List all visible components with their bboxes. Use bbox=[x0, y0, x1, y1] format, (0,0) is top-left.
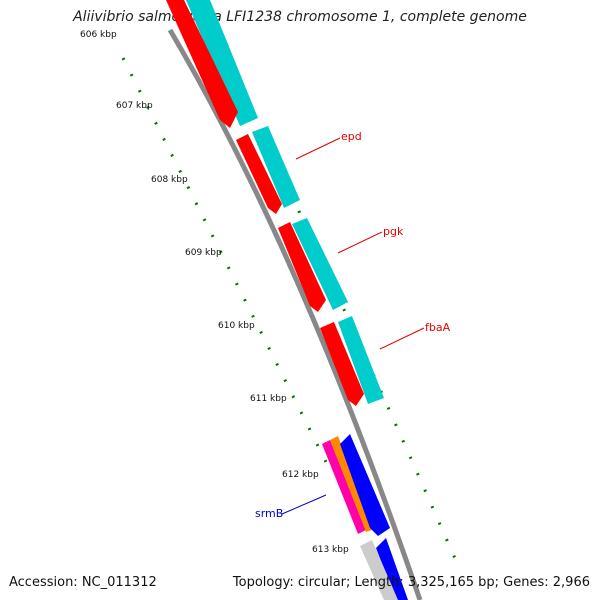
cds-arrow bbox=[320, 322, 364, 406]
gene-label-srmB: srmB bbox=[255, 507, 283, 520]
summary-label: Topology: circular; Length: 3,325,165 bp… bbox=[232, 575, 590, 590]
kbp-label: 607 kbp bbox=[116, 101, 153, 111]
gene-block bbox=[338, 316, 384, 404]
cds-arrow bbox=[278, 222, 326, 312]
gene-block bbox=[292, 218, 348, 310]
misc-feature-group bbox=[322, 436, 372, 534]
leader-line-fbaA bbox=[379, 327, 425, 350]
rrna-track-blue bbox=[340, 434, 408, 600]
gene-label-fbaA: fbaA bbox=[425, 321, 451, 334]
leader-line-pgk bbox=[337, 231, 383, 254]
inner-tick-track bbox=[121, 57, 332, 471]
gene-label-epd: epd bbox=[341, 130, 362, 143]
backbone-line bbox=[167, 28, 423, 600]
cds-arrow bbox=[166, 0, 238, 128]
rrna-arrow bbox=[376, 538, 408, 600]
rrna-arrow bbox=[340, 434, 390, 536]
cds-track-red bbox=[166, 0, 364, 406]
kbp-label: 610 kbp bbox=[218, 321, 255, 331]
kbp-label: 606 kbp bbox=[80, 30, 117, 40]
grey-feature bbox=[360, 540, 398, 600]
leader-line-epd bbox=[295, 137, 341, 160]
gene-track-cyan bbox=[186, 0, 384, 404]
gene-block bbox=[186, 0, 258, 126]
leader-line-srmB bbox=[281, 494, 327, 515]
kbp-label: 611 kbp bbox=[250, 394, 287, 404]
cds-arrow bbox=[236, 134, 282, 214]
kbp-label: 609 kbp bbox=[185, 248, 222, 258]
misc-feature-pink bbox=[322, 440, 366, 534]
misc-feature-orange bbox=[330, 436, 372, 532]
gene-block bbox=[252, 126, 300, 208]
kbp-label: 612 kbp bbox=[282, 470, 319, 480]
gene-label-pgk: pgk bbox=[383, 225, 404, 238]
kbp-label: 608 kbp bbox=[151, 175, 188, 185]
kbp-label: 613 kbp bbox=[312, 545, 349, 555]
accession-label: Accession: NC_011312 bbox=[9, 575, 157, 590]
